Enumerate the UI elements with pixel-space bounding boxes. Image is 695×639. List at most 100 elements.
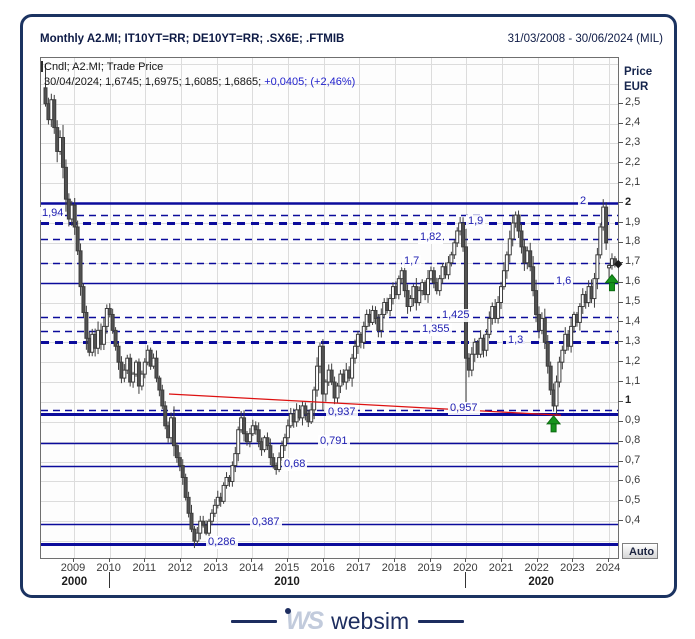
logo-dot-icon bbox=[284, 608, 291, 614]
y-tick-label: 2,5 bbox=[625, 96, 641, 109]
last-price-diamond-icon: ◆ bbox=[614, 258, 623, 271]
level-label-1_3[interactable]: 1,3 bbox=[506, 334, 526, 348]
x-year-label-2015: 2015 bbox=[274, 562, 300, 574]
candlestick-chart-canvas[interactable] bbox=[41, 58, 618, 558]
y-tick-mark bbox=[618, 202, 623, 203]
level-label-1_355[interactable]: 1,355 bbox=[420, 323, 452, 337]
x-year-label-2022: 2022 bbox=[524, 562, 549, 574]
y-tick-label: 1,8 bbox=[625, 235, 641, 248]
y-axis-title-eur: EUR bbox=[624, 81, 649, 93]
legend-series-line: Cndl; A2.MI; Trade Price bbox=[44, 61, 164, 73]
y-tick-mark bbox=[618, 282, 623, 283]
x-tick-mark bbox=[465, 558, 466, 562]
x-tick-mark bbox=[572, 558, 573, 562]
plot-area bbox=[40, 57, 619, 559]
level-label-0_387[interactable]: 0,387 bbox=[250, 515, 282, 529]
decade-tick-mark bbox=[465, 572, 466, 588]
level-label-0_791[interactable]: 0,791 bbox=[318, 435, 350, 449]
x-tick-mark bbox=[216, 558, 217, 562]
watermark-left-line bbox=[230, 619, 277, 623]
x-tick-mark bbox=[144, 558, 145, 562]
x-year-label-2017: 2017 bbox=[346, 562, 371, 574]
y-tick-label: 1 bbox=[625, 394, 632, 407]
y-tick-mark bbox=[618, 381, 623, 382]
y-tick-label: 2,2 bbox=[625, 155, 641, 168]
chart-legend[interactable]: Cndl; A2.MI; Trade Price 30/04/2024; 1,6… bbox=[44, 60, 355, 90]
chart-title: Monthly A2.MI; IT10YT=RR; DE10YT=RR; .SX… bbox=[40, 33, 345, 45]
auto-scale-button[interactable]: Auto bbox=[622, 543, 658, 559]
y-tick-mark bbox=[618, 242, 623, 243]
level-label-0_957[interactable]: 0,957 bbox=[448, 402, 480, 416]
y-tick-mark bbox=[618, 262, 623, 263]
level-label-0_68[interactable]: 0,68 bbox=[282, 457, 308, 471]
x-year-label-2019: 2019 bbox=[417, 562, 442, 574]
y-tick-label: 1,9 bbox=[625, 215, 641, 228]
y-tick-mark bbox=[618, 461, 623, 462]
x-year-label-2021: 2021 bbox=[488, 562, 514, 574]
y-tick-label: 1,6 bbox=[625, 275, 641, 288]
decade-label-2000: 2000 bbox=[61, 576, 88, 588]
legend-change-values: +0,0405; (+2,46%) bbox=[264, 76, 356, 88]
y-tick-label: 1,3 bbox=[625, 334, 641, 347]
y-tick-label: 0,9 bbox=[625, 414, 641, 427]
level-label-0_937[interactable]: 0,937 bbox=[326, 406, 358, 420]
x-year-label-2024: 2024 bbox=[595, 562, 621, 574]
y-tick-label: 0,8 bbox=[625, 434, 641, 447]
y-axis-title-price: Price bbox=[624, 66, 653, 78]
y-tick-label: 1,2 bbox=[625, 354, 641, 367]
x-year-label-2010: 2010 bbox=[96, 562, 121, 574]
level-label-1_7[interactable]: 1,7 bbox=[402, 254, 422, 268]
level-label-1_9[interactable]: 1,9 bbox=[466, 215, 486, 228]
y-tick-label: 0,4 bbox=[625, 513, 641, 526]
y-tick-label: 2,3 bbox=[625, 135, 641, 148]
x-year-label-2018: 2018 bbox=[381, 562, 407, 574]
y-tick-mark bbox=[618, 222, 623, 223]
x-year-label-2013: 2013 bbox=[203, 562, 228, 574]
x-year-label-2016: 2016 bbox=[310, 562, 335, 574]
watermark: WS websim bbox=[0, 605, 695, 637]
level-label-1_94[interactable]: 1,94 bbox=[40, 207, 66, 221]
y-tick-label: 1,5 bbox=[625, 295, 641, 308]
y-tick-mark bbox=[618, 321, 623, 322]
level-label-1_425[interactable]: 1,425 bbox=[440, 309, 472, 323]
x-year-label-2011: 2011 bbox=[132, 562, 157, 574]
level-label-1_82[interactable]: 1,82 bbox=[418, 230, 444, 244]
x-tick-mark bbox=[109, 558, 110, 562]
watermark-right-line bbox=[418, 619, 465, 623]
x-tick-mark bbox=[608, 558, 609, 562]
x-tick-mark bbox=[323, 558, 324, 562]
level-label-1_6[interactable]: 1,6 bbox=[554, 274, 574, 288]
watermark-text: websim bbox=[331, 608, 410, 634]
y-tick-mark bbox=[618, 500, 623, 501]
x-tick-mark bbox=[358, 558, 359, 562]
y-tick-label: 0,5 bbox=[625, 493, 641, 506]
y-tick-label: 2,4 bbox=[625, 116, 641, 129]
x-tick-mark bbox=[251, 558, 252, 562]
y-tick-mark bbox=[618, 480, 623, 481]
x-year-label-2014: 2014 bbox=[239, 562, 264, 574]
decade-tick-mark bbox=[109, 572, 110, 588]
x-year-label-2009: 2009 bbox=[60, 562, 86, 574]
y-tick-label: 2,1 bbox=[625, 175, 641, 188]
level-label-0_286[interactable]: 0,286 bbox=[206, 535, 238, 549]
y-tick-mark bbox=[618, 401, 623, 402]
y-tick-mark bbox=[618, 441, 623, 442]
decade-label-2020: 2020 bbox=[528, 576, 554, 588]
y-tick-label: 1,4 bbox=[625, 314, 641, 327]
x-tick-mark bbox=[287, 558, 288, 562]
legend-ohlc-values: 30/04/2024; 1,6745; 1,6975; 1,6085; 1,68… bbox=[44, 76, 265, 88]
y-tick-label: 0,7 bbox=[625, 454, 641, 467]
y-tick-mark bbox=[618, 421, 623, 422]
y-tick-mark bbox=[618, 520, 623, 521]
x-tick-mark bbox=[180, 558, 181, 562]
y-tick-mark bbox=[618, 182, 623, 183]
y-tick-mark bbox=[618, 103, 623, 104]
legend-values-line: 30/04/2024; 1,6745; 1,6975; 1,6085; 1,68… bbox=[44, 75, 355, 90]
y-tick-mark bbox=[618, 123, 623, 124]
x-tick-mark bbox=[501, 558, 502, 562]
x-tick-mark bbox=[537, 558, 538, 562]
y-tick-label: 2 bbox=[625, 195, 632, 208]
websim-logo-icon: WS bbox=[284, 607, 324, 635]
level-label-2[interactable]: 2 bbox=[578, 195, 589, 209]
x-tick-mark bbox=[73, 558, 74, 562]
